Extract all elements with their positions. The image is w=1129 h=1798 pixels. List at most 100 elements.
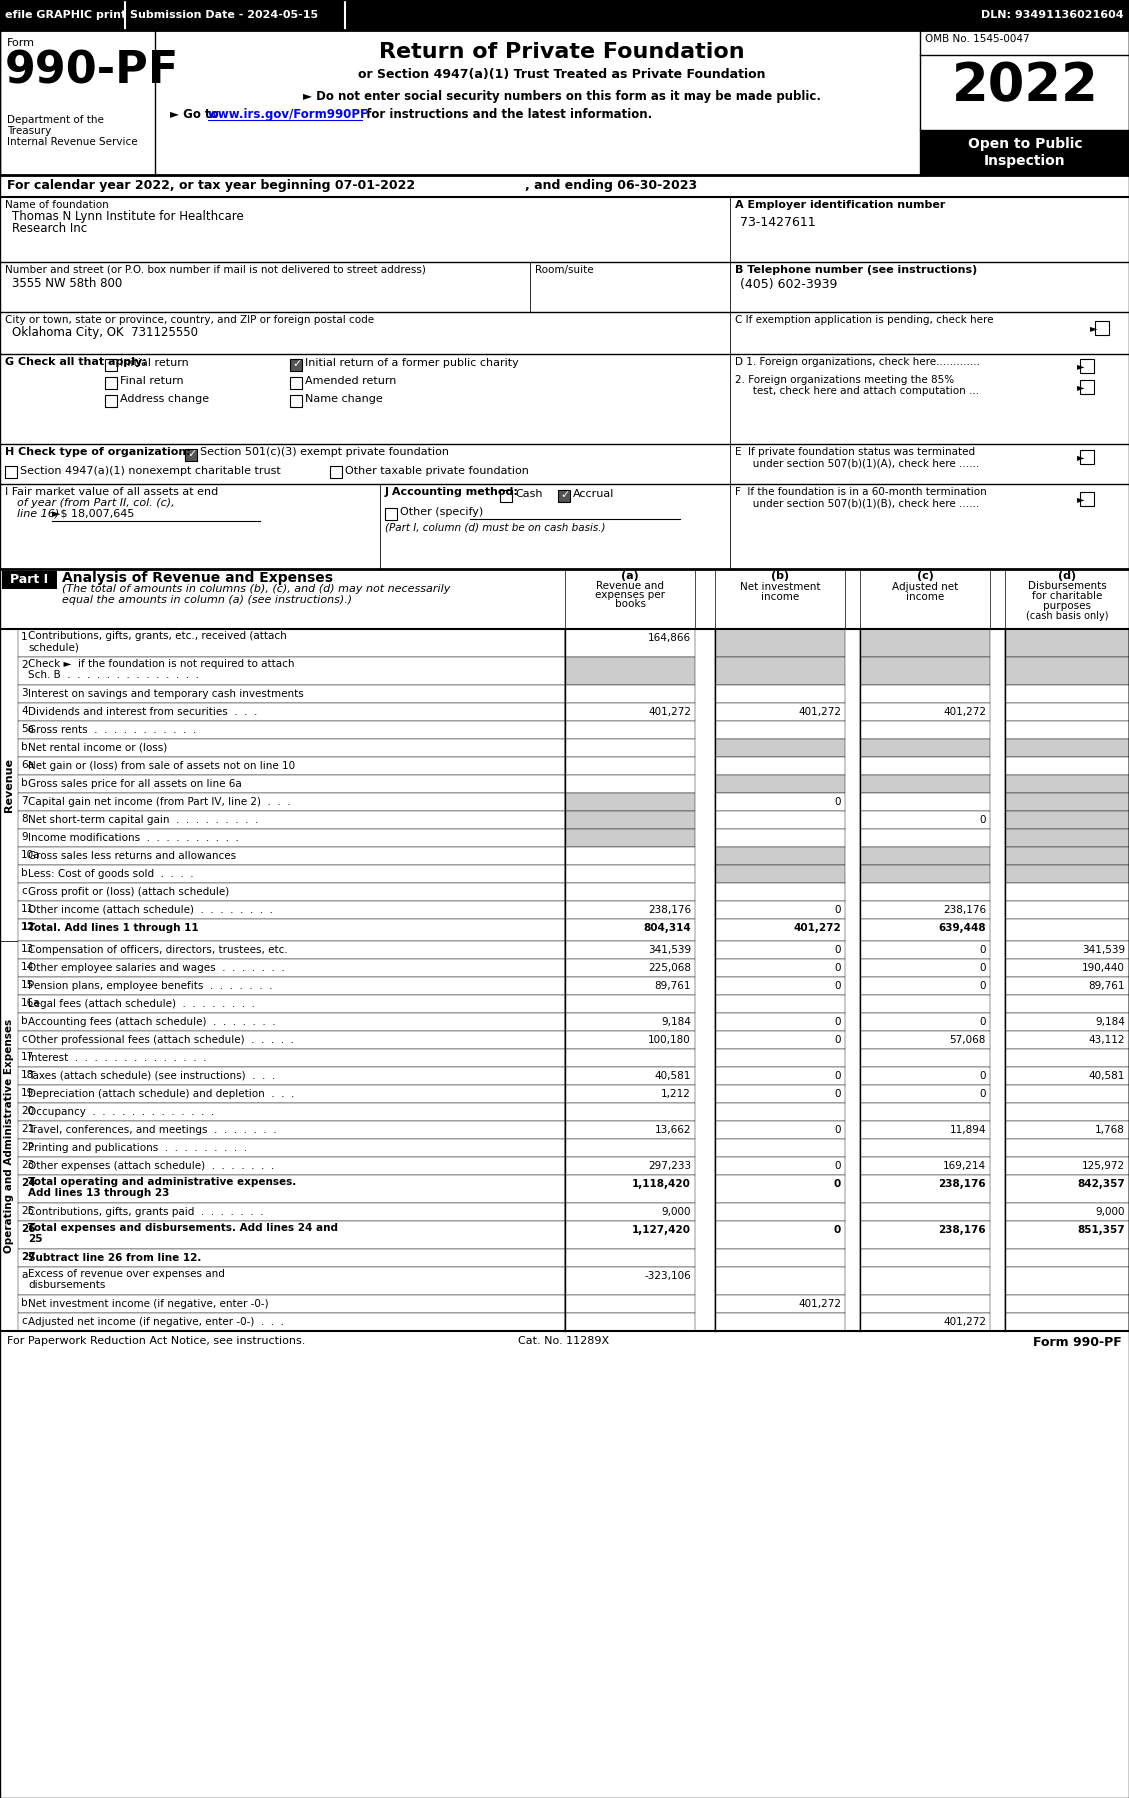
Text: b: b xyxy=(21,868,27,877)
Bar xyxy=(715,958,844,976)
Text: 0: 0 xyxy=(833,1179,841,1188)
Bar xyxy=(564,1138,695,1156)
Text: 0: 0 xyxy=(834,1036,841,1045)
Bar xyxy=(0,198,730,263)
Bar xyxy=(564,811,695,829)
Bar xyxy=(0,31,1129,174)
Bar xyxy=(330,466,342,478)
Bar xyxy=(18,629,564,656)
Text: Check ►  if the foundation is not required to attach: Check ► if the foundation is not require… xyxy=(28,660,295,669)
Bar xyxy=(564,1250,695,1268)
Bar xyxy=(564,847,695,865)
Bar xyxy=(564,940,695,958)
Bar xyxy=(715,1120,844,1138)
Bar xyxy=(715,811,844,829)
Bar xyxy=(860,865,990,883)
Bar xyxy=(715,793,844,811)
Text: B Telephone number (see instructions): B Telephone number (see instructions) xyxy=(735,264,978,275)
Bar xyxy=(0,263,530,313)
Bar xyxy=(18,1012,564,1030)
Bar xyxy=(860,1250,990,1268)
Text: Accounting fees (attach schedule)  .  .  .  .  .  .  .: Accounting fees (attach schedule) . . . … xyxy=(28,1018,275,1027)
Text: Number and street (or P.O. box number if mail is not delivered to street address: Number and street (or P.O. box number if… xyxy=(5,264,426,275)
Bar xyxy=(860,1120,990,1138)
Bar xyxy=(564,865,695,883)
Bar xyxy=(1005,1295,1129,1313)
Text: Taxes (attach schedule) (see instructions)  .  .  .: Taxes (attach schedule) (see instruction… xyxy=(28,1072,275,1081)
Bar xyxy=(715,685,844,703)
Bar xyxy=(715,1012,844,1030)
Bar xyxy=(715,1221,844,1250)
Bar xyxy=(18,703,564,721)
Bar xyxy=(715,739,844,757)
Bar xyxy=(564,775,695,793)
Bar xyxy=(1005,976,1129,994)
Text: 2: 2 xyxy=(21,660,27,671)
Bar xyxy=(564,1066,695,1084)
Text: Form 990-PF: Form 990-PF xyxy=(1033,1336,1122,1348)
Text: 851,357: 851,357 xyxy=(1077,1224,1124,1235)
Text: 22: 22 xyxy=(21,1142,34,1153)
Bar xyxy=(18,976,564,994)
Text: 0: 0 xyxy=(834,1090,841,1099)
Text: 1: 1 xyxy=(21,633,27,642)
Bar xyxy=(564,994,695,1012)
Text: Total operating and administrative expenses.: Total operating and administrative expen… xyxy=(28,1178,296,1187)
Bar xyxy=(1005,958,1129,976)
Text: 40,581: 40,581 xyxy=(1088,1072,1124,1081)
Text: C If exemption application is pending, check here: C If exemption application is pending, c… xyxy=(735,315,994,325)
Text: 11,894: 11,894 xyxy=(949,1126,986,1135)
Bar xyxy=(564,919,695,940)
Bar xyxy=(564,793,695,811)
Text: (405) 602-3939: (405) 602-3939 xyxy=(739,279,838,291)
Bar xyxy=(18,883,564,901)
Bar xyxy=(1005,811,1129,829)
Text: J Accounting method:: J Accounting method: xyxy=(385,487,519,496)
Text: ✓: ✓ xyxy=(560,491,569,500)
Bar xyxy=(0,629,18,940)
Text: www.irs.gov/Form990PF: www.irs.gov/Form990PF xyxy=(208,108,369,120)
Text: 639,448: 639,448 xyxy=(938,922,986,933)
Text: ►: ► xyxy=(1077,381,1085,392)
Text: 27: 27 xyxy=(21,1251,36,1262)
Bar xyxy=(564,1030,695,1048)
Text: Total. Add lines 1 through 11: Total. Add lines 1 through 11 xyxy=(28,922,199,933)
Bar xyxy=(18,994,564,1012)
Bar xyxy=(564,1295,695,1313)
Bar xyxy=(860,793,990,811)
Text: 1,118,420: 1,118,420 xyxy=(632,1179,691,1188)
Bar xyxy=(715,1030,844,1048)
Bar xyxy=(860,1138,990,1156)
Bar xyxy=(18,919,564,940)
Bar xyxy=(18,721,564,739)
Text: ►$ 18,007,645: ►$ 18,007,645 xyxy=(52,509,134,520)
Text: 43,112: 43,112 xyxy=(1088,1036,1124,1045)
Bar xyxy=(564,1156,695,1176)
Text: (b): (b) xyxy=(771,572,789,581)
Bar xyxy=(18,1250,564,1268)
Text: 169,214: 169,214 xyxy=(943,1162,986,1170)
Bar xyxy=(860,1156,990,1176)
Bar xyxy=(860,685,990,703)
Text: 9,000: 9,000 xyxy=(662,1206,691,1217)
Text: 164,866: 164,866 xyxy=(648,633,691,644)
Text: Depreciation (attach schedule) and depletion  .  .  .: Depreciation (attach schedule) and deple… xyxy=(28,1090,295,1099)
Text: 2022: 2022 xyxy=(952,59,1099,111)
Text: 4: 4 xyxy=(21,707,27,716)
Text: City or town, state or province, country, and ZIP or foreign postal code: City or town, state or province, country… xyxy=(5,315,374,325)
Text: test, check here and attach computation ...: test, check here and attach computation … xyxy=(743,387,979,396)
Bar xyxy=(860,1221,990,1250)
Bar xyxy=(860,958,990,976)
Bar xyxy=(18,656,564,685)
Text: Research Inc: Research Inc xyxy=(12,221,87,236)
Text: 842,357: 842,357 xyxy=(1077,1179,1124,1188)
Text: 89,761: 89,761 xyxy=(655,982,691,991)
Text: 401,272: 401,272 xyxy=(648,707,691,717)
Text: 0: 0 xyxy=(980,1018,986,1027)
Bar xyxy=(564,1102,695,1120)
Bar xyxy=(530,263,730,313)
Text: ►: ► xyxy=(1089,324,1097,333)
Text: Amended return: Amended return xyxy=(305,376,396,387)
Bar xyxy=(1005,703,1129,721)
Text: 89,761: 89,761 xyxy=(1088,982,1124,991)
